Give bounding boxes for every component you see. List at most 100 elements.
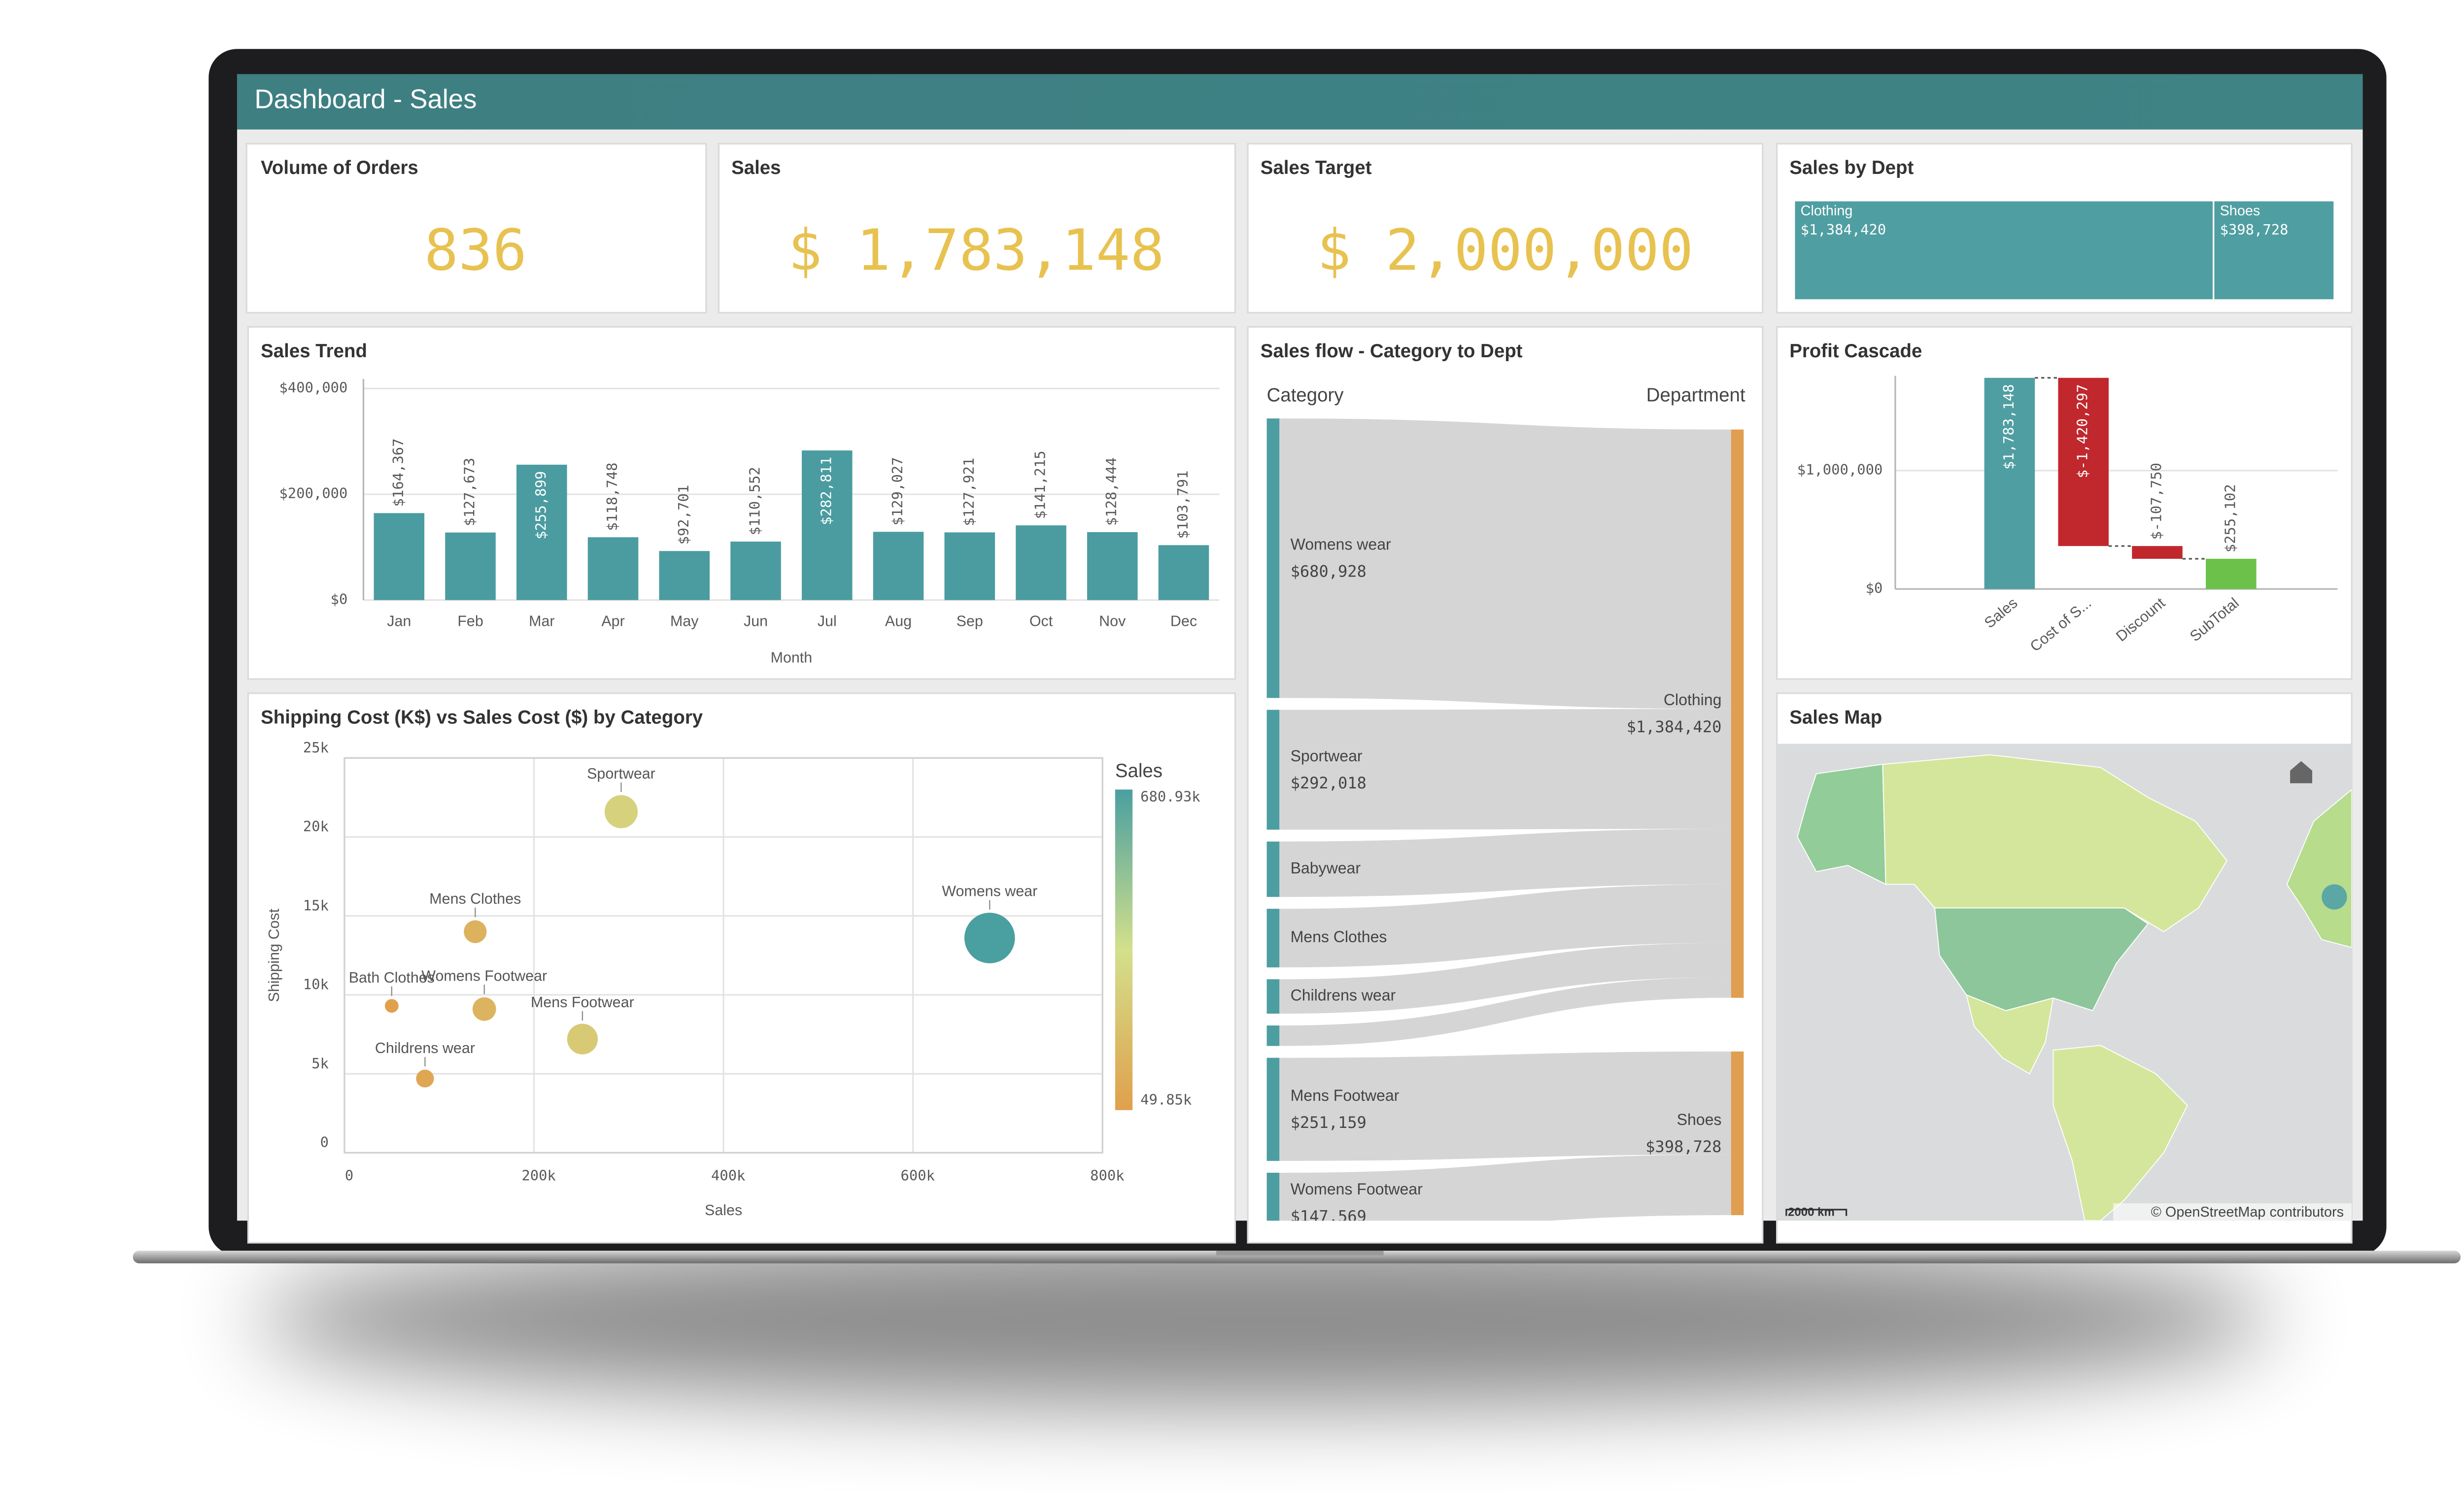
chart-title: Sales Trend	[261, 340, 367, 362]
y-tick-label: $1,000,000	[1797, 461, 1883, 478]
plot-frame	[343, 757, 1103, 1154]
value-label: $118,748	[604, 463, 620, 531]
flow	[1279, 418, 1731, 709]
source-value: $680,928	[1291, 562, 1367, 581]
chart-panel[interactable]	[247, 692, 1236, 1244]
bar	[587, 537, 639, 600]
point-label: Sportwear	[587, 765, 655, 782]
value-label: $-1,420,297	[2074, 384, 2091, 478]
legend-max: 680.93k	[1140, 788, 1200, 805]
target-node	[1731, 1051, 1744, 1216]
source-label: Mens Footwear	[1291, 1087, 1400, 1104]
home-icon[interactable]	[2290, 761, 2312, 783]
chart-title: Profit Cascade	[1789, 340, 1922, 362]
source-value: $147,569	[1291, 1207, 1367, 1225]
bar	[516, 465, 567, 600]
flow	[1279, 977, 1731, 1046]
target-label: Clothing	[1664, 691, 1722, 709]
source-label: Babywear	[1291, 859, 1361, 877]
value-label: $282,811	[818, 457, 834, 525]
kpi-title: Sales	[731, 157, 781, 178]
x-tick-label: 0	[345, 1167, 353, 1184]
value-label: $103,791	[1174, 471, 1191, 539]
dashboard-title: Dashboard - Sales	[254, 84, 477, 114]
x-tick-label: 600k	[901, 1167, 935, 1184]
chart-title: Sales Map	[1789, 707, 1882, 728]
flow	[1279, 829, 1731, 897]
flow	[1279, 884, 1731, 968]
source-value: $251,159	[1291, 1113, 1367, 1132]
y-tick-label: $0	[1866, 579, 1883, 596]
cell-label: Clothing	[1801, 203, 1853, 219]
value-label: $1,783,148	[2000, 384, 2017, 470]
kpi-value: $ 1,783,148	[788, 218, 1164, 284]
kpi-panel[interactable]	[1247, 143, 1764, 314]
y-tick-label: 20k	[303, 818, 329, 835]
x-tick-label: Sep	[957, 613, 983, 630]
source-node	[1266, 979, 1280, 1014]
flow	[1279, 1051, 1731, 1161]
kpi-panel[interactable]	[245, 143, 707, 314]
bar	[873, 532, 924, 600]
attribution-bg	[2113, 1203, 2352, 1221]
source-node	[1266, 1025, 1280, 1046]
value-label: $255,102	[2222, 484, 2238, 552]
target-label: Shoes	[1677, 1111, 1722, 1128]
map-scale: 2000 km	[1788, 1206, 1835, 1219]
x-axis-title: Month	[771, 649, 813, 666]
point-label: Bath Clothes	[349, 969, 435, 986]
y-tick-label: $0	[331, 591, 348, 608]
chart-panel[interactable]	[247, 326, 1236, 680]
target-value: $398,728	[1645, 1137, 1721, 1156]
map[interactable]	[1777, 744, 2352, 1221]
y-axis-title: Shipping Cost	[266, 909, 282, 1002]
value-label: $110,552	[747, 467, 763, 535]
waterfall-bar	[2206, 559, 2257, 589]
legend-title: Sales	[1115, 760, 1163, 782]
kpi-value: 836	[424, 218, 527, 284]
source-node	[1266, 841, 1280, 897]
bar	[1016, 525, 1066, 600]
map-region	[2322, 884, 2347, 910]
chart-title: Sales by Dept	[1789, 157, 1914, 178]
y-tick-label: 5k	[311, 1055, 329, 1072]
value-label: $255,899	[532, 471, 549, 540]
map-region	[1934, 907, 2149, 1012]
shadow	[253, 1231, 2275, 1406]
map-region	[1965, 994, 2054, 1075]
value-label: $-107,750	[2148, 463, 2165, 540]
cell-value: $398,728	[2220, 221, 2289, 238]
source-label: Mens Clothes	[1291, 928, 1387, 946]
x-tick-label: Jun	[744, 613, 768, 630]
kpi-panel[interactable]	[718, 143, 1236, 314]
y-tick-label: $200,000	[279, 485, 348, 502]
bubble	[567, 1023, 598, 1055]
x-tick-label: Feb	[457, 613, 483, 630]
value-label: $127,673	[461, 458, 478, 526]
bubble	[416, 1069, 434, 1088]
flow	[1279, 943, 1731, 1014]
x-tick-label: Nov	[1099, 613, 1126, 630]
cell-value: $1,384,420	[1801, 221, 1886, 238]
kpi-title: Volume of Orders	[261, 157, 418, 178]
bar	[659, 551, 710, 600]
point-label: Mens Clothes	[429, 890, 521, 907]
bubble	[464, 920, 487, 943]
source-label: Childrens wear	[1291, 987, 1396, 1004]
x-tick-label: May	[670, 613, 699, 630]
y-tick-label: $400,000	[279, 379, 348, 396]
legend-min: 49.85k	[1140, 1091, 1192, 1108]
x-tick-label: Aug	[885, 613, 912, 630]
x-tick-label: 200k	[521, 1167, 555, 1184]
waterfall-bar	[2058, 377, 2109, 546]
flow	[1279, 1155, 1731, 1221]
source-node	[1266, 1057, 1280, 1161]
bar	[802, 450, 853, 600]
bubble	[384, 999, 399, 1013]
bar	[374, 513, 425, 600]
source-value: $292,018	[1291, 774, 1367, 792]
flow	[1279, 709, 1731, 830]
value-label: $164,367	[390, 439, 407, 507]
point-label: Childrens wear	[375, 1040, 475, 1056]
y-tick-label: 10k	[303, 976, 329, 993]
